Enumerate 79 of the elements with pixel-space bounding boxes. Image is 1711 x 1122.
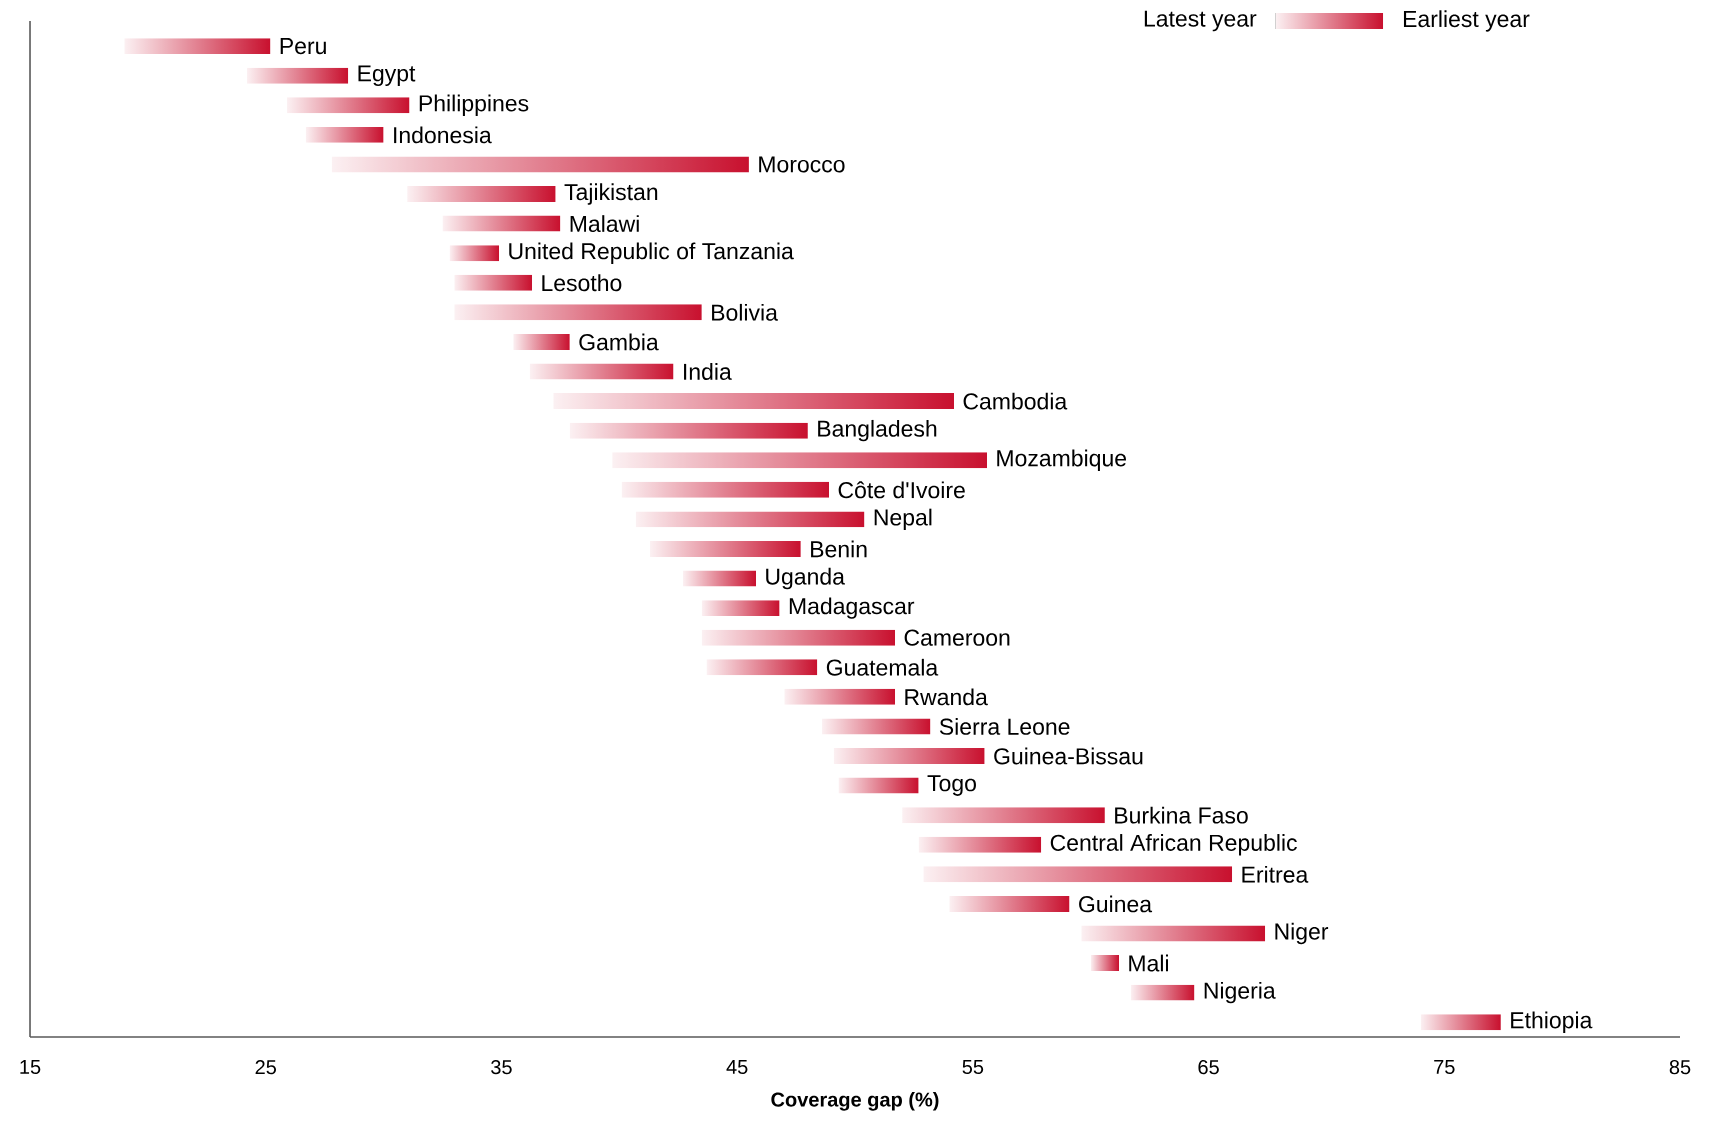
bar (286, 97, 410, 114)
x-axis-title: Coverage gap (%) (771, 1091, 939, 1111)
y-tick-label: Sierra Leone (939, 717, 1070, 735)
bar (701, 629, 896, 646)
x-tick-label: 65 (1198, 1060, 1219, 1075)
y-tick-label: Egypt (358, 65, 416, 86)
bar (442, 215, 561, 232)
bar (635, 511, 865, 528)
bar (701, 600, 780, 617)
bar (124, 38, 271, 55)
bar (454, 274, 533, 291)
y-tick-label: Burkina Faso (1115, 806, 1248, 824)
y-tick-label: Central African Republic (1050, 834, 1297, 856)
y-tick-label: Tajikistan (564, 183, 658, 205)
bar (454, 304, 702, 321)
x-tick-label: 35 (491, 1060, 512, 1075)
bar (1420, 1014, 1501, 1031)
y-tick-label: Cambodia (963, 392, 1068, 410)
y-tick-label: Madagascar (789, 597, 915, 619)
bar (449, 245, 500, 262)
bar (621, 481, 830, 498)
y-tick-label: Niger (1275, 922, 1329, 945)
y-tick-label: Philippines (419, 94, 529, 116)
bar (902, 807, 1105, 824)
x-tick-label: 55 (962, 1060, 984, 1075)
bar (246, 67, 349, 84)
bar (407, 186, 556, 203)
bar (923, 866, 1233, 883)
bar (649, 540, 801, 557)
x-tick-label: 85 (1669, 1060, 1691, 1075)
bar (1090, 955, 1119, 972)
bar (682, 570, 757, 587)
y-tick-label: Nepal (874, 508, 932, 531)
y-tick-label: Côte d'Ivoire (838, 481, 965, 499)
y-tick-label: United Republic of Tanzania (509, 242, 794, 264)
y-tick-label: Rwanda (905, 688, 988, 706)
y-tick-label: Lesotho (542, 274, 622, 292)
y-tick-label: Bangladesh (818, 419, 937, 442)
y-tick-label: Guinea (1079, 895, 1153, 913)
y-tick-label: Togo (927, 775, 976, 796)
bar (1130, 984, 1195, 1001)
bar (822, 718, 931, 735)
y-tick-label: Nigeria (1204, 981, 1276, 1004)
bar (569, 422, 808, 439)
y-tick-label: Guinea-Bissau (994, 747, 1143, 765)
y-tick-label: Mozambique (997, 449, 1127, 471)
bar (513, 333, 570, 350)
y-tick-label: Ethiopia (1511, 1011, 1593, 1033)
bar (331, 156, 749, 173)
y-tick-label: India (684, 363, 732, 380)
bar (1081, 925, 1266, 942)
y-tick-label: Mali (1129, 954, 1168, 972)
annotation: Latest year (1144, 10, 1257, 32)
bar (918, 836, 1042, 853)
bar (553, 393, 954, 410)
y-tick-label: Peru (280, 38, 326, 55)
y-tick-label: Gambia (579, 333, 659, 351)
x-tick-label: 15 (20, 1060, 41, 1075)
y-tick-label: Guatemala (826, 658, 939, 676)
x-tick-label: 25 (255, 1060, 277, 1075)
y-tick-label: Cameroon (904, 629, 1010, 646)
y-tick-label: Bolivia (712, 303, 778, 321)
bar (833, 748, 985, 764)
y-tick-label: Benin (811, 540, 867, 558)
y-tick-label: Uganda (766, 567, 845, 590)
annotation: Earliest year (1403, 10, 1530, 32)
bar (838, 777, 919, 794)
bar (784, 688, 896, 705)
bar (949, 895, 1070, 912)
bar (706, 659, 818, 676)
bar (612, 452, 987, 469)
bar (529, 363, 674, 380)
x-tick-label: 45 (726, 1060, 748, 1075)
y-tick-label: Malawi (570, 215, 639, 233)
x-tick-label: 75 (1434, 1060, 1455, 1075)
y-tick-label: Indonesia (394, 126, 492, 144)
bar (305, 126, 384, 143)
y-tick-label: Eritrea (1242, 865, 1309, 883)
y-tick-label: Morocco (759, 156, 845, 173)
